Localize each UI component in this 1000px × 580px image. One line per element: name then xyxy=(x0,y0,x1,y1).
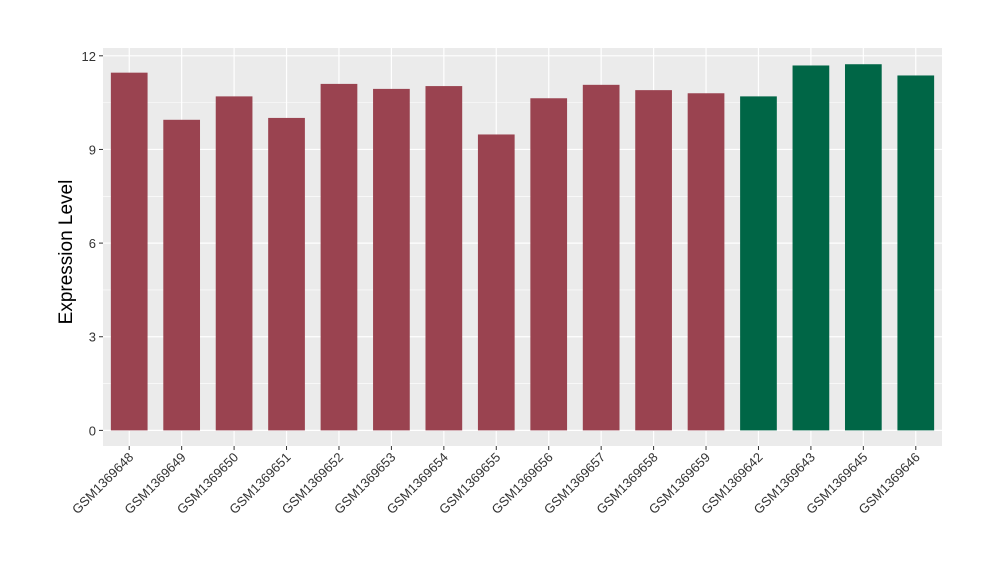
bar-GSM1369642 xyxy=(740,96,777,431)
bar-GSM1369656 xyxy=(530,98,568,431)
y-tick-label: 12 xyxy=(82,49,96,64)
bar-GSM1369659 xyxy=(687,93,725,431)
bar-GSM1369643 xyxy=(792,65,830,431)
bar-GSM1369648 xyxy=(110,72,148,431)
y-tick-label: 6 xyxy=(89,236,96,251)
bar-GSM1369651 xyxy=(268,117,305,431)
bar-GSM1369654 xyxy=(425,86,463,431)
bar-GSM1369655 xyxy=(477,134,515,431)
bar-GSM1369652 xyxy=(320,83,358,431)
y-tick-label: 0 xyxy=(89,423,96,438)
bar-GSM1369649 xyxy=(163,119,201,431)
y-tick-label: 9 xyxy=(89,142,96,157)
bar-GSM1369645 xyxy=(844,64,882,431)
bar-GSM1369657 xyxy=(582,84,620,431)
y-axis-label: Expression Level xyxy=(56,180,77,325)
bar-GSM1369653 xyxy=(373,88,410,431)
bar-GSM1369658 xyxy=(635,90,672,431)
bar-GSM1369650 xyxy=(215,96,253,431)
y-tick-label: 3 xyxy=(89,330,96,345)
bar-GSM1369646 xyxy=(897,75,935,431)
